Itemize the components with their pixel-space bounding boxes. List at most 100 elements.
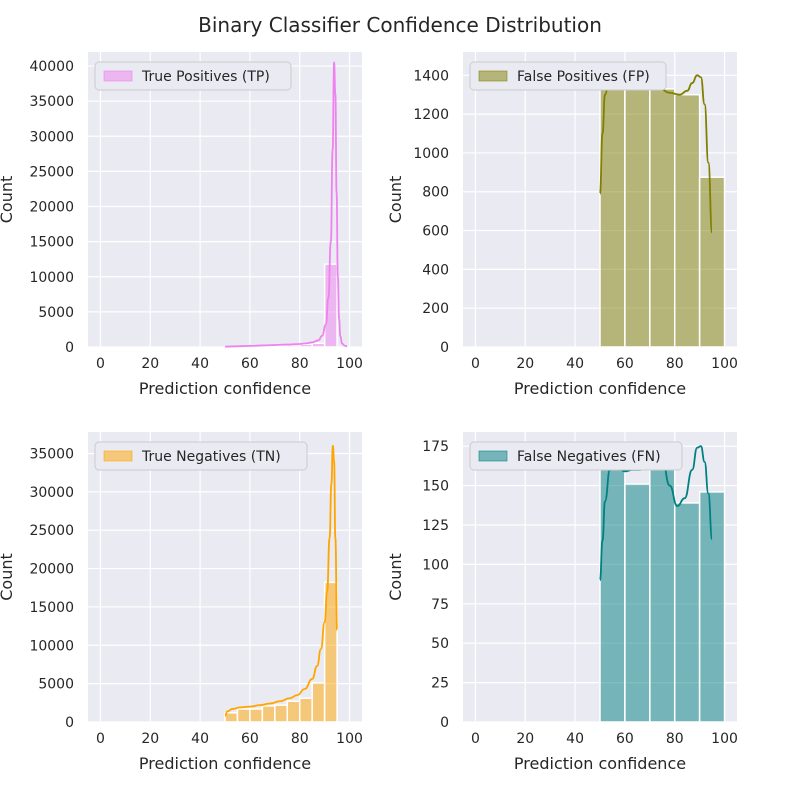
y-tick-label: 1400 [413,68,449,84]
y-tick-label: 10000 [29,638,74,654]
x-tick-label: 60 [241,356,259,372]
y-tick-label: 600 [422,224,449,240]
x-tick-label: 40 [191,731,209,747]
y-tick-label: 1000 [413,146,449,162]
histogram-bar [649,453,676,723]
y-tick-label: 150 [422,479,449,495]
legend-swatch [478,450,508,462]
histogram-bar [673,502,701,723]
x-tick-label: 60 [241,731,259,747]
x-tick-label: 100 [711,731,738,747]
kde-line [224,444,338,717]
histogram-bar [323,263,338,348]
y-tick-label: 50 [431,636,449,652]
y-tick-label: 125 [422,518,449,534]
legend: False Positives (FP) [469,61,667,91]
legend-swatch [103,450,133,462]
x-tick-label: 20 [141,731,159,747]
histogram-bar [274,704,289,723]
chart-panel-4: 0 20 40 60 80 100 0 25 50 75 100 125 150 175 Predictio… [386,432,738,773]
x-tick-label: 80 [666,356,684,372]
y-tick-label: 75 [431,597,449,613]
x-axis-label: Prediction confidence [514,379,686,398]
y-tick-label: 10000 [29,270,74,286]
legend: True Negatives (TN) [94,441,308,471]
y-tick-label: 5000 [38,305,74,321]
y-tick-label: 20000 [29,200,74,216]
legend-label: True Negatives (TN) [141,449,281,465]
y-tick-label: 40000 [29,59,74,75]
figure-title: Binary Classifier Confidence Distributio… [198,13,602,37]
y-axis-label: Count [0,553,16,601]
x-tick-label: 100 [711,356,738,372]
y-tick-label: 400 [422,262,449,278]
histogram-bar [311,682,326,723]
y-tick-label: 25000 [29,164,74,180]
histogram-bar [673,93,701,348]
legend-swatch [103,70,133,82]
x-tick-label: 20 [516,731,534,747]
histogram-bar [286,700,301,723]
legend-label: True Positives (TP) [141,69,270,85]
y-tick-label: 15000 [29,235,74,251]
y-tick-label: 35000 [29,446,74,462]
histogram-bar [323,581,338,723]
y-tick-label: 30000 [29,129,74,145]
x-tick-label: 40 [566,356,584,372]
histogram-bar [698,491,726,723]
x-tick-label: 60 [616,731,634,747]
histogram-bar [298,697,313,723]
chart-panel-3: 0 20 40 60 80 100 0 5000 10000 15000 20000 25000 300… [0,432,363,773]
x-tick-label: 0 [471,731,480,747]
x-axis-label: Prediction confidence [514,754,686,773]
y-tick-label: 30000 [29,485,74,501]
legend-label: False Positives (FP) [517,69,650,85]
y-axis-label: Count [0,176,16,224]
legend-swatch [478,70,508,82]
y-tick-label: 0 [65,715,74,731]
legend-frame [469,61,667,91]
y-tick-label: 100 [422,557,449,573]
plot-area [88,432,362,722]
legend: False Negatives (FN) [469,441,683,471]
x-tick-label: 0 [96,731,105,747]
panels: 0 20 40 60 80 1000500010000150002000025000300… [0,52,738,773]
x-tick-label: 100 [336,731,363,747]
x-tick-label: 60 [616,356,634,372]
y-tick-label: 35000 [29,94,74,110]
y-tick-label: 1200 [413,107,449,123]
legend: True Positives (TP) [94,61,292,91]
y-tick-label: 25 [431,676,449,692]
legend-frame [469,441,683,471]
y-axis-label: Count [386,176,405,224]
y-tick-label: 0 [440,715,449,731]
histogram-bar [236,708,251,723]
chart-panel-1: 0 20 40 60 80 100 0 5000 10000 15000 20000 25000 300… [0,52,363,398]
histogram-bar [698,176,726,348]
y-tick-label: 0 [65,340,74,356]
histogram-bar [624,483,651,723]
x-tick-label: 80 [291,356,309,372]
x-tick-label: 80 [666,731,684,747]
histogram-bar [624,88,651,348]
histogram-bar [649,88,676,348]
x-tick-label: 20 [516,356,534,372]
y-tick-label: 25000 [29,523,74,539]
y-tick-label: 5000 [38,677,74,693]
x-tick-label: 40 [566,731,584,747]
y-tick-label: 175 [422,439,449,455]
y-tick-label: 15000 [29,600,74,616]
x-tick-label: 40 [191,356,209,372]
histogram-bar [249,708,264,723]
kde-line [224,61,348,348]
x-axis-label: Prediction confidence [139,379,311,398]
x-tick-label: 0 [96,356,105,372]
y-axis-label: Count [386,553,405,601]
legend-label: False Negatives (FN) [517,449,661,465]
x-tick-label: 0 [471,356,480,372]
x-axis-label: Prediction confidence [139,754,311,773]
x-tick-label: 20 [141,356,159,372]
y-tick-label: 200 [422,301,449,317]
y-tick-label: 20000 [29,562,74,578]
